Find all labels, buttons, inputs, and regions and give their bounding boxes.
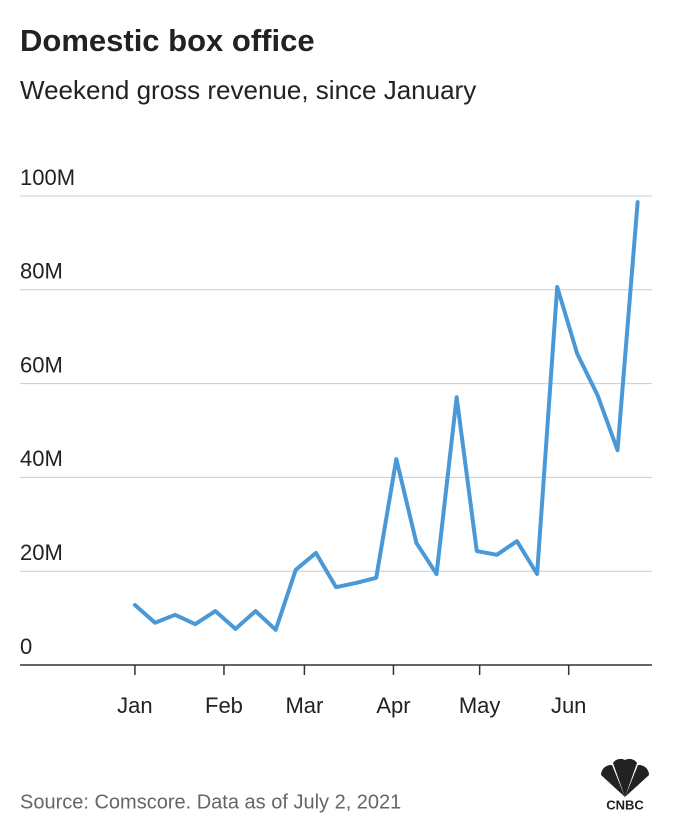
- y-tick-label: 60M: [20, 352, 63, 377]
- x-tick-label: Jun: [551, 693, 586, 718]
- x-tick-label: Mar: [285, 693, 323, 718]
- y-tick-label: 40M: [20, 446, 63, 471]
- x-tick-label: Apr: [376, 693, 410, 718]
- logo-text: CNBC: [606, 797, 644, 812]
- x-tick-label: May: [459, 693, 501, 718]
- y-tick-label: 0: [20, 634, 32, 659]
- x-tick-label: Feb: [205, 693, 243, 718]
- chart-subtitle: Weekend gross revenue, since January: [20, 75, 476, 105]
- x-tick-label: Jan: [117, 693, 152, 718]
- y-tick-label: 100M: [20, 165, 75, 190]
- chart-title: Domestic box office: [20, 23, 315, 58]
- y-tick-label: 80M: [20, 259, 63, 284]
- logo: CNBC: [600, 758, 650, 812]
- source: Source: Comscore. Data as of July 2, 202…: [20, 791, 401, 813]
- line: [132, 200, 640, 632]
- y-tick-label: 20M: [20, 540, 63, 565]
